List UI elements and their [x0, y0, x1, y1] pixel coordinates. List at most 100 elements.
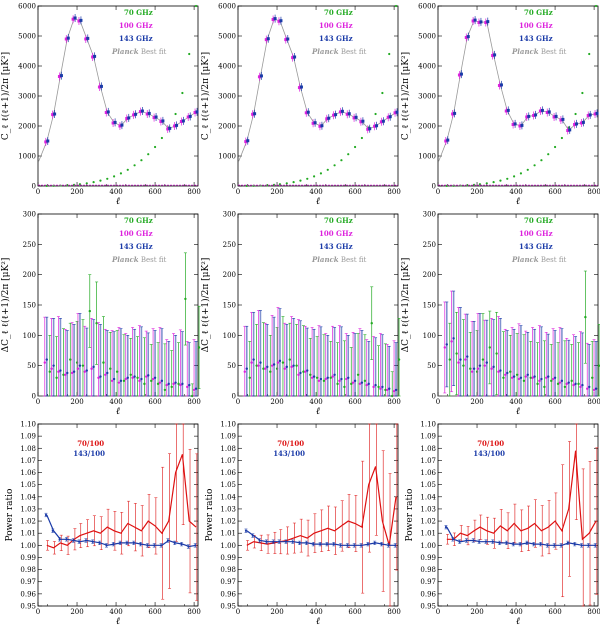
data-point-100-GHz	[471, 19, 475, 23]
data-point-143-100	[478, 540, 481, 543]
plot-frame	[237, 423, 399, 607]
data-point-143-GHz	[253, 112, 257, 116]
y-tick-label: 4000	[18, 63, 36, 71]
data-point-100-GHz	[145, 112, 149, 116]
noise-point-70ghz	[519, 172, 523, 175]
data-point-143-GHz	[72, 370, 76, 373]
y-tick-label: 0.99	[220, 554, 236, 562]
noise-point-70ghz	[553, 145, 557, 149]
y-tick-label: 0.95	[20, 603, 36, 611]
y-axis-label: C_ℓ ℓ(ℓ+1)/2π [μK²]	[200, 52, 211, 140]
y-tick-label: 1.10	[420, 421, 436, 429]
y-tick-label: 1.09	[20, 433, 36, 441]
noise-point-70ghz	[160, 136, 164, 140]
data-point-143-100	[587, 544, 590, 547]
data-point-143-GHz	[526, 373, 529, 376]
data-point-70-GHz	[69, 358, 72, 361]
data-point-143-GHz	[52, 364, 55, 367]
noise-point-70ghz	[360, 136, 364, 140]
data-point-100-GHz	[151, 377, 155, 381]
data-point-70-GHz	[62, 373, 65, 376]
noise-point-70ghz	[174, 112, 177, 116]
data-point-100-GHz	[264, 38, 268, 42]
y-axis-label: Power ratio	[205, 489, 215, 542]
data-point-100-GHz	[310, 376, 314, 379]
data-point-100-GHz	[484, 21, 488, 24]
y-axis-label: C_ℓ ℓ(ℓ+1)/2π [μK²]	[0, 52, 11, 140]
data-point-100-GHz	[172, 382, 175, 386]
y-axis-label: ΔC_ℓ ℓ(ℓ+1)/2π [μK²]	[0, 258, 11, 353]
legend-143-100: 143/100	[473, 449, 505, 458]
data-point-100-GHz	[464, 36, 468, 39]
y-tick-label: 0.97	[420, 578, 436, 586]
data-point-143-GHz	[252, 358, 255, 361]
data-point-100-GHz	[504, 373, 507, 376]
y-tick-label: 50	[427, 362, 436, 370]
data-point-100-GHz	[338, 110, 342, 114]
data-point-143-GHz	[92, 365, 95, 369]
y-tick-label: 1.00	[220, 542, 236, 550]
data-point-143-100	[560, 544, 563, 547]
data-point-100-GHz	[566, 129, 570, 132]
y-tick-label: 5000	[18, 33, 36, 41]
data-point-143-GHz	[340, 109, 344, 113]
data-point-143-GHz	[527, 114, 531, 118]
data-point-100-GHz	[111, 121, 115, 125]
data-point-70-GHz	[191, 394, 194, 398]
legend-100ghz: 100 GHz	[119, 21, 153, 30]
y-tick-label: 1.07	[420, 457, 436, 465]
data-point-70-GHz	[109, 367, 112, 370]
data-point-143-100	[472, 539, 475, 542]
data-point-143-GHz	[160, 379, 164, 383]
legend-100ghz: 100 GHz	[519, 229, 553, 238]
data-point-143-GHz	[245, 367, 248, 370]
data-point-143-100	[387, 544, 390, 547]
y-tick-label: 1.08	[420, 445, 436, 453]
data-point-143-GHz	[513, 122, 517, 126]
data-point-100-GHz	[331, 375, 334, 378]
data-point-100-GHz	[532, 114, 536, 117]
data-point-70-GHz	[591, 376, 594, 379]
data-point-143-GHz	[375, 124, 379, 128]
noise-point-70ghz	[394, 4, 398, 8]
data-point-100-GHz	[551, 377, 555, 381]
x-tick-label: 800	[387, 188, 400, 196]
data-point-100-GHz	[110, 379, 114, 383]
data-point-70-GHz	[156, 382, 160, 386]
data-point-143-100	[491, 540, 494, 543]
data-point-143-GHz	[66, 36, 70, 40]
data-point-100-GHz	[283, 367, 286, 370]
data-point-70-GHz	[177, 382, 180, 386]
legend-best-fit: Planck Best fit	[511, 255, 566, 264]
x-tick-label: 600	[148, 398, 161, 406]
noise-point-70ghz	[547, 153, 550, 156]
legend-70ghz: 70 GHz	[524, 8, 553, 17]
data-point-100-GHz	[118, 124, 122, 128]
data-point-143-100	[305, 541, 308, 545]
data-point-70-GHz	[302, 370, 305, 373]
data-point-143-GHz	[485, 361, 488, 364]
data-point-143-GHz	[272, 363, 276, 366]
y-tick-label: 3000	[218, 93, 236, 101]
data-point-143-GHz	[594, 387, 598, 390]
x-tick-label: 600	[348, 398, 361, 406]
plot-frame	[237, 213, 399, 397]
y-tick-label: 1.05	[420, 481, 436, 489]
data-point-143-GHz	[279, 19, 283, 23]
data-point-100-GHz	[457, 361, 460, 364]
data-point-70-GHz	[370, 322, 373, 325]
data-point-70-GHz	[563, 385, 567, 389]
data-point-100-GHz	[379, 387, 382, 390]
data-point-143-GHz	[73, 16, 77, 20]
y-tick-label: 1.05	[20, 481, 36, 489]
y-tick-label: 1000	[218, 153, 236, 161]
data-point-100-GHz	[290, 365, 293, 369]
data-point-143-100	[332, 543, 335, 546]
data-point-143-100	[319, 543, 322, 546]
data-point-143-100	[553, 544, 556, 547]
noise-point-70ghz	[340, 159, 343, 162]
y-tick-label: 50	[227, 362, 236, 370]
y-tick-label: 1.08	[20, 445, 36, 453]
data-point-100-GHz	[104, 111, 108, 114]
panel-row1-col2: 0 200 400 600 800 0 1000 2000 3000 4000 5000 6000 ℓ C…	[200, 3, 401, 208]
